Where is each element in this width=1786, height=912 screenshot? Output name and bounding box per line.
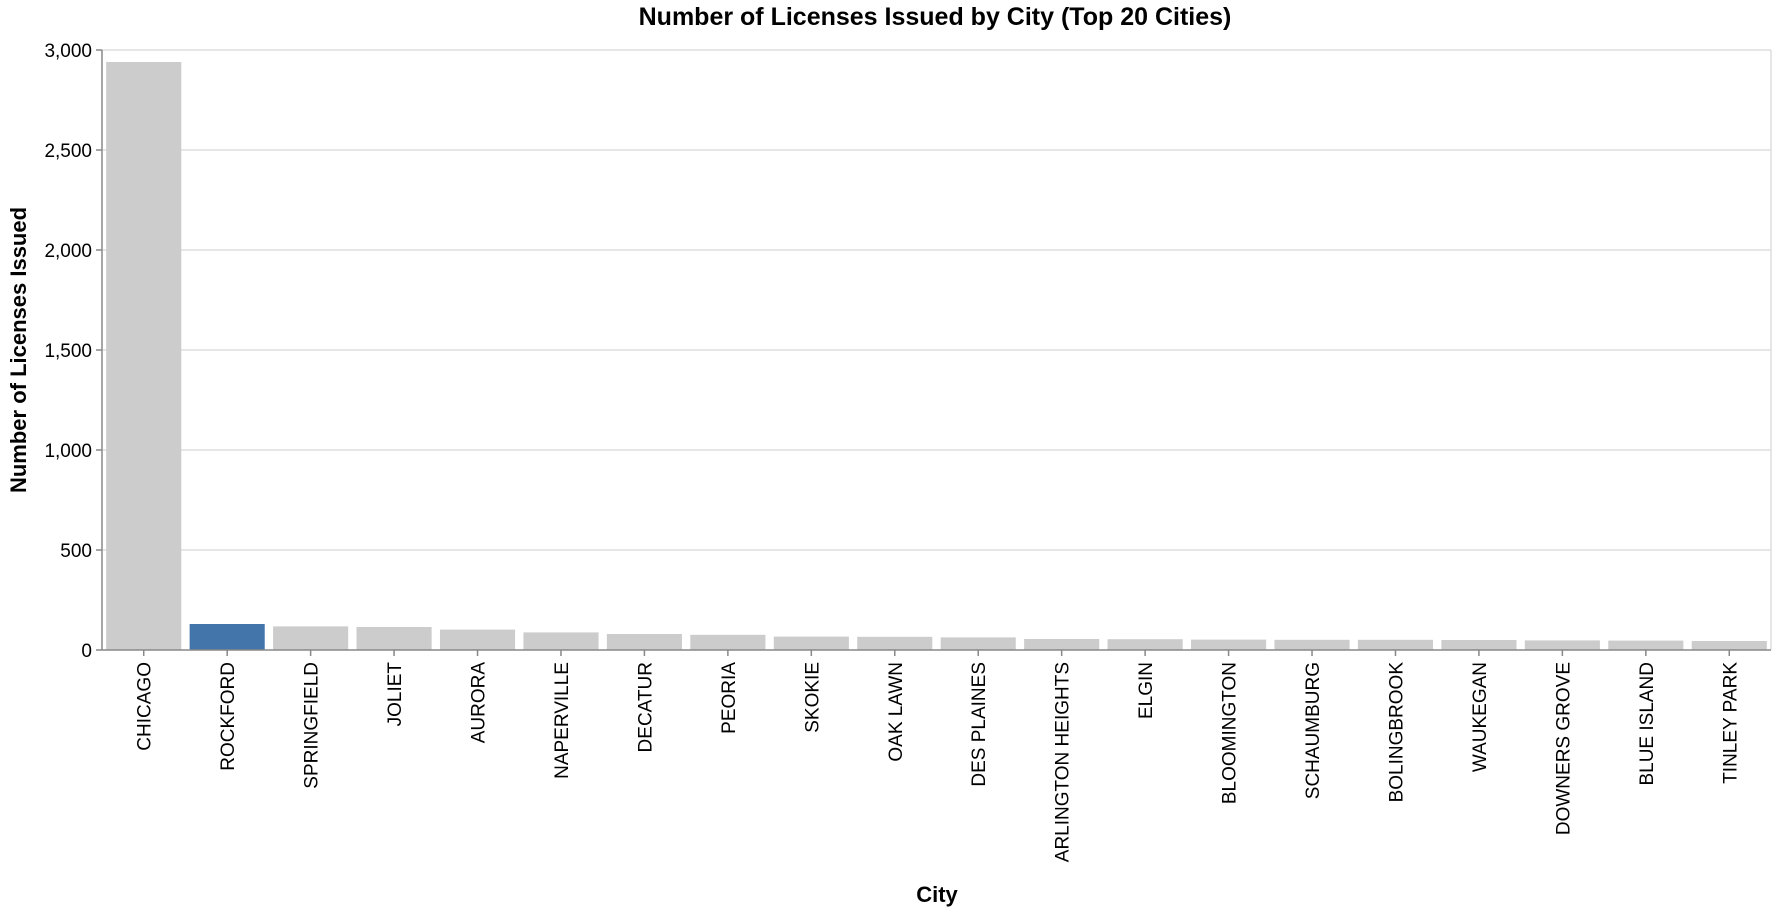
x-axis-title: City bbox=[916, 882, 958, 907]
bar-blue-island[interactable] bbox=[1608, 640, 1684, 650]
bar-downers-grove[interactable] bbox=[1524, 640, 1600, 650]
x-tick-label: TINLEY PARK bbox=[1720, 662, 1741, 784]
bar-aurora[interactable] bbox=[439, 629, 516, 650]
y-axis-title: Number of Licenses Issued bbox=[6, 207, 31, 493]
x-tick-label: DECATUR bbox=[635, 662, 656, 752]
y-tick-label: 1,500 bbox=[44, 341, 92, 362]
x-tick-label: SCHAUMBURG bbox=[1303, 662, 1324, 799]
bars bbox=[106, 62, 1767, 650]
bar-bolingbrook[interactable] bbox=[1357, 639, 1434, 650]
x-tick-label: SKOKIE bbox=[802, 662, 823, 733]
x-tick-label: DOWNERS GROVE bbox=[1553, 662, 1574, 835]
x-tick-label: JOLIET bbox=[385, 662, 406, 727]
x-tick-label: BLOOMINGTON bbox=[1220, 662, 1241, 804]
bar-peoria[interactable] bbox=[690, 634, 766, 650]
bar-skokie[interactable] bbox=[773, 636, 849, 650]
axes bbox=[96, 49, 1771, 656]
y-tick-label: 2,500 bbox=[44, 141, 92, 162]
bar-decatur[interactable] bbox=[606, 634, 682, 650]
bar-schaumburg[interactable] bbox=[1274, 639, 1350, 650]
bar-arlington-heights[interactable] bbox=[1024, 639, 1100, 650]
x-tick-label: SPRINGFIELD bbox=[302, 662, 323, 789]
bar-springfield[interactable] bbox=[273, 626, 349, 650]
bar-chicago[interactable] bbox=[106, 62, 182, 650]
bar-elgin[interactable] bbox=[1107, 639, 1183, 650]
x-tick-label: ROCKFORD bbox=[218, 662, 239, 771]
bar-oak-lawn[interactable] bbox=[857, 636, 933, 650]
bar-bloomington[interactable] bbox=[1191, 639, 1267, 650]
bar-waukegan[interactable] bbox=[1441, 640, 1517, 650]
bar-des-plaines[interactable] bbox=[940, 637, 1016, 650]
y-tick-labels: 0 500 1,000 1,500 2,000 2,500 3,000 bbox=[44, 41, 92, 662]
x-tick-label: ELGIN bbox=[1136, 662, 1157, 719]
x-tick-label: WAUKEGAN bbox=[1470, 662, 1491, 772]
gridlines bbox=[102, 49, 1772, 650]
x-tick-label: AURORA bbox=[469, 662, 490, 744]
x-tick-labels: CHICAGO ROCKFORD SPRINGFIELD JOLIET AURORA NA… bbox=[135, 662, 1742, 863]
y-tick-label: 0 bbox=[81, 641, 92, 662]
y-tick-label: 1,000 bbox=[44, 441, 92, 462]
x-tick-label: CHICAGO bbox=[135, 662, 156, 751]
x-tick-label: NAPERVILLE bbox=[552, 662, 573, 779]
bar-joliet[interactable] bbox=[356, 627, 432, 650]
bar-tinley-park[interactable] bbox=[1691, 641, 1767, 650]
y-tick-label: 2,000 bbox=[44, 241, 92, 262]
chart-title: Number of Licenses Issued by City (Top 2… bbox=[639, 3, 1232, 31]
x-tick-label: BLUE ISLAND bbox=[1637, 662, 1658, 786]
x-tick-label: PEORIA bbox=[719, 662, 740, 734]
y-tick-label: 3,000 bbox=[44, 41, 92, 62]
y-tick-label: 500 bbox=[60, 541, 92, 562]
x-tick-label: ARLINGTON HEIGHTS bbox=[1053, 662, 1074, 862]
x-tick-label: DES PLAINES bbox=[969, 662, 990, 787]
x-tick-label: BOLINGBROOK bbox=[1386, 662, 1407, 803]
bar-rockford[interactable] bbox=[189, 624, 265, 650]
x-tick-label: OAK LAWN bbox=[886, 662, 907, 762]
bar-naperville[interactable] bbox=[523, 632, 599, 650]
